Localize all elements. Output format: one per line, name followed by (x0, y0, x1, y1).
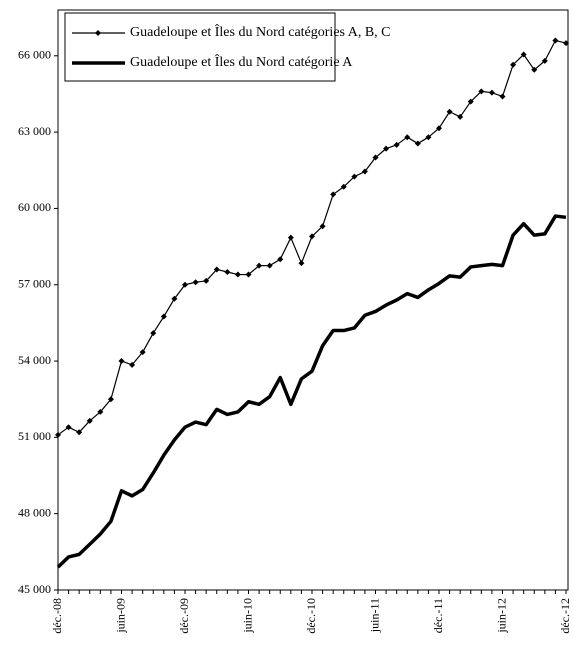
series-line (56, 214, 567, 569)
marker (203, 277, 210, 284)
marker (160, 313, 167, 320)
legend-label: Guadeloupe et Îles du Nord catégorie A (130, 53, 353, 70)
x-tick-label: déc.-09 (177, 598, 191, 634)
marker (351, 173, 358, 180)
marker (97, 408, 104, 415)
marker (150, 330, 157, 337)
marker (372, 154, 379, 161)
plot-frame (57, 9, 569, 591)
marker (129, 361, 136, 368)
marker (319, 223, 326, 230)
x-tick-label: juin-09 (113, 598, 127, 634)
y-tick-label: 45 000 (18, 582, 51, 596)
marker (488, 89, 495, 96)
marker (425, 134, 432, 141)
y-tick-label: 63 000 (18, 124, 51, 138)
marker (361, 168, 368, 175)
y-tick-label: 48 000 (18, 505, 51, 519)
marker (139, 349, 146, 356)
marker (531, 66, 538, 73)
x-tick-label: déc.-10 (304, 598, 318, 634)
x-tick-label: juin-11 (367, 598, 381, 633)
y-tick-label: 66 000 (18, 48, 51, 62)
marker (55, 431, 61, 438)
marker (118, 358, 125, 365)
y-tick-label: 54 000 (18, 353, 51, 367)
marker (340, 183, 347, 190)
legend-marker (95, 30, 101, 36)
x-tick-label: déc.-12 (558, 598, 572, 634)
marker (457, 113, 464, 120)
marker (245, 271, 252, 278)
marker (277, 256, 284, 263)
marker (224, 269, 231, 276)
marker (266, 262, 273, 269)
marker (510, 61, 517, 68)
marker (65, 424, 72, 431)
marker (309, 233, 315, 240)
legend: Guadeloupe et Îles du Nord catégories A,… (64, 12, 391, 82)
marker (107, 396, 114, 403)
marker (499, 93, 506, 100)
legend-box (64, 12, 336, 82)
marker (213, 266, 220, 273)
x-tick-label: juin-12 (494, 598, 508, 634)
marker (330, 191, 337, 198)
x-tick-label: juin-10 (240, 598, 254, 634)
marker (256, 262, 263, 269)
marker (192, 279, 199, 286)
marker (478, 88, 485, 95)
marker (86, 417, 93, 424)
marker (467, 98, 474, 105)
marker (563, 40, 569, 47)
marker (414, 140, 421, 147)
marker (541, 57, 548, 64)
marker (404, 134, 411, 141)
marker (520, 51, 527, 58)
marker (552, 37, 559, 44)
marker (76, 429, 83, 436)
legend-label: Guadeloupe et Îles du Nord catégories A,… (130, 23, 391, 40)
marker (393, 141, 400, 148)
marker (234, 271, 241, 278)
marker (383, 145, 390, 152)
marker (182, 281, 188, 288)
y-tick-label: 57 000 (18, 276, 51, 290)
y-tick-label: 51 000 (18, 429, 51, 443)
marker (171, 295, 178, 302)
x-tick-label: déc.-08 (50, 598, 64, 634)
marker (446, 108, 453, 115)
marker (436, 125, 442, 132)
y-tick-label: 60 000 (18, 200, 51, 214)
x-tick-label: déc.-11 (431, 598, 445, 633)
marker (298, 260, 305, 267)
marker (287, 234, 294, 241)
